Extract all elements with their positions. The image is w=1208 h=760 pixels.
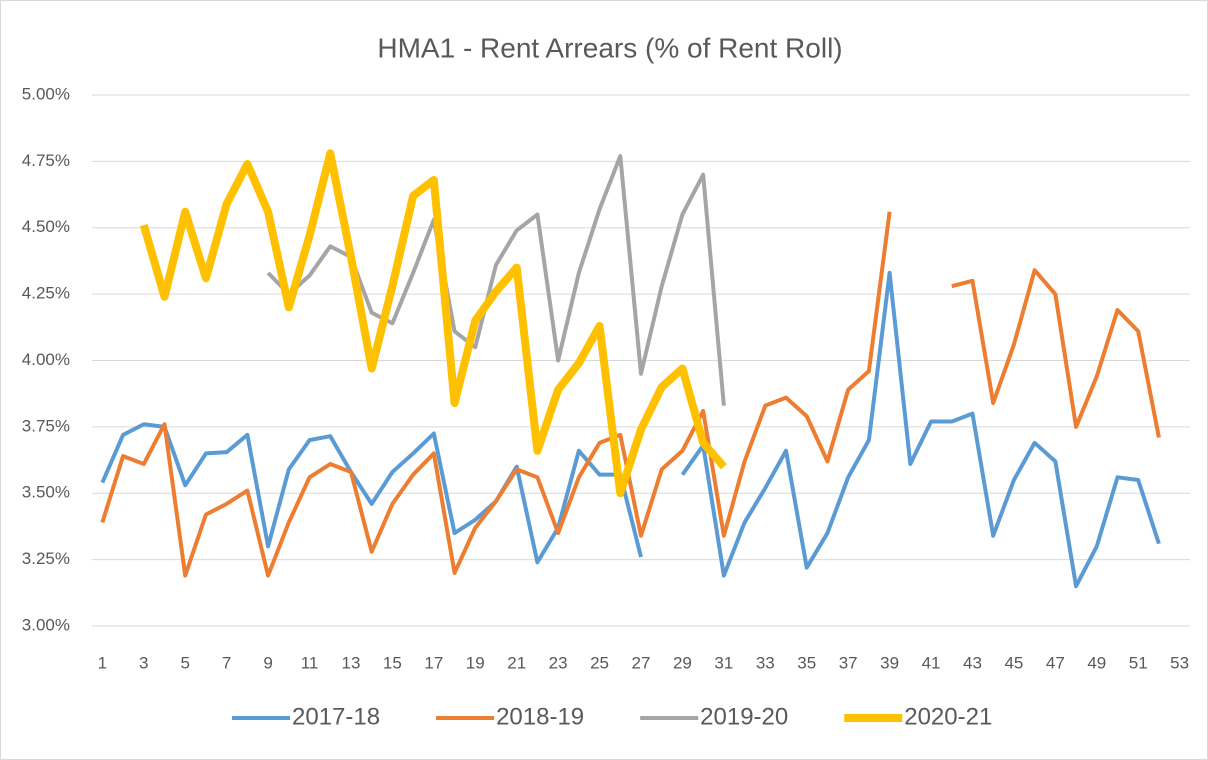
x-tick-label: 31: [714, 653, 733, 672]
x-tick-label: 9: [263, 653, 272, 672]
x-tick-label: 39: [880, 653, 899, 672]
legend-label: 2019-20: [700, 703, 788, 730]
x-tick-label: 33: [756, 653, 775, 672]
x-tick-label: 29: [673, 653, 692, 672]
x-tick-label: 51: [1129, 653, 1148, 672]
x-tick-label: 17: [424, 653, 443, 672]
x-tick-label: 1: [98, 653, 107, 672]
x-tick-label: 11: [301, 653, 319, 672]
series-line: [100, 211, 1161, 578]
x-tick-label: 47: [1046, 653, 1065, 672]
y-tick-label: 5.00%: [22, 84, 70, 103]
y-tick-label: 3.00%: [22, 615, 70, 634]
x-tick-label: 7: [222, 653, 231, 672]
chart-title: HMA1 - Rent Arrears (% of Rent Roll): [377, 32, 842, 63]
legend-label: 2018-19: [496, 703, 584, 730]
y-tick-label: 4.25%: [22, 284, 70, 303]
x-tick-label: 25: [590, 653, 609, 672]
y-tick-label: 3.75%: [22, 416, 70, 435]
y-tick-label: 3.25%: [22, 549, 70, 568]
x-tick-label: 3: [139, 653, 148, 672]
x-tick-label: 53: [1170, 653, 1189, 672]
legend-label: 2017-18: [292, 703, 380, 730]
x-tick-label: 15: [383, 653, 402, 672]
x-tick-label: 13: [342, 653, 361, 672]
x-tick-label: 35: [797, 653, 816, 672]
x-tick-label: 41: [922, 653, 941, 672]
series-line: [100, 270, 1161, 589]
x-tick-label: 45: [1004, 653, 1023, 672]
x-tick-label: 5: [180, 653, 189, 672]
y-tick-label: 4.00%: [22, 350, 70, 369]
y-tick-label: 4.75%: [22, 151, 70, 170]
x-tick-label: 37: [839, 653, 858, 672]
x-tick-label: 43: [963, 653, 982, 672]
series-line: [139, 149, 727, 498]
x-tick-label: 49: [1087, 653, 1106, 672]
legend-label: 2020-21: [904, 703, 992, 730]
y-tick-label: 3.50%: [22, 483, 70, 502]
series-line: [266, 154, 726, 406]
x-tick-label: 27: [632, 653, 651, 672]
x-tick-label: 23: [549, 653, 568, 672]
x-tick-label: 21: [507, 653, 526, 672]
y-tick-label: 4.50%: [22, 217, 70, 236]
x-tick-label: 19: [466, 653, 485, 672]
